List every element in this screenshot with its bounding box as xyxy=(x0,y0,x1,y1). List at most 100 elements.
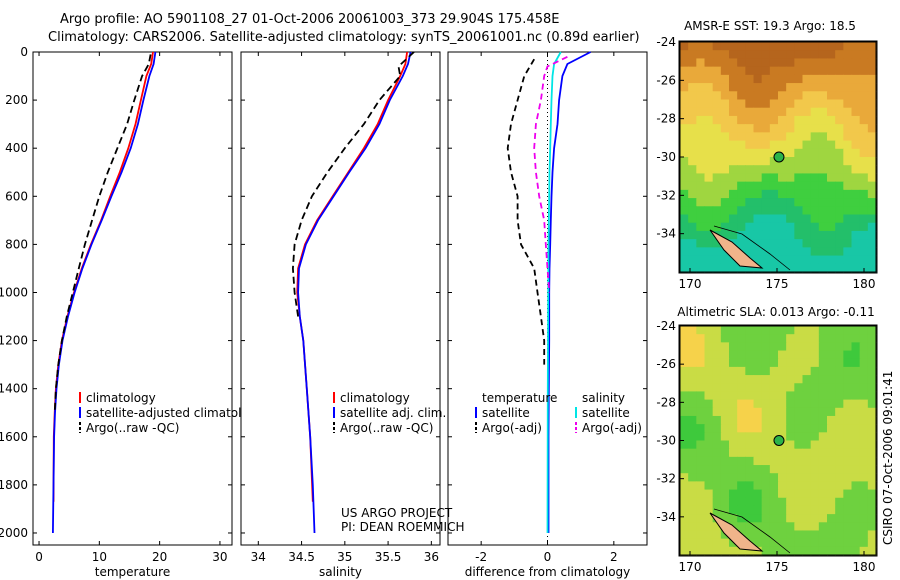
map-cell xyxy=(835,366,844,376)
x-axis-label: temperature xyxy=(95,565,170,579)
map-cell xyxy=(729,50,738,60)
map-cell xyxy=(745,530,755,540)
map-cell xyxy=(827,546,836,556)
map-cell xyxy=(818,148,828,158)
legend-label: satellite xyxy=(482,406,530,420)
map-cell xyxy=(745,50,755,60)
map-cell xyxy=(696,206,706,216)
map-cell xyxy=(802,132,812,142)
map-cell xyxy=(859,505,869,515)
map-cell xyxy=(737,107,746,117)
map-cell xyxy=(696,214,706,224)
map-cell xyxy=(680,148,689,158)
map-cell xyxy=(778,530,787,540)
map-cell xyxy=(680,514,689,523)
map-y-tick-label: -34 xyxy=(656,510,676,524)
map-cell xyxy=(769,83,779,92)
map-cell xyxy=(843,489,853,499)
map-cell xyxy=(843,366,853,376)
map-cell xyxy=(712,473,722,482)
map-cell xyxy=(696,448,706,458)
map-y-tick-label: -28 xyxy=(656,112,676,126)
map-cell xyxy=(720,181,730,191)
map-cell xyxy=(753,407,763,417)
map-cell xyxy=(769,432,779,442)
map-cell xyxy=(704,383,714,393)
map-cell xyxy=(720,407,730,417)
map-cell xyxy=(712,383,722,393)
x-tick-label: 10 xyxy=(92,550,107,564)
map-cell xyxy=(810,58,820,68)
map-cell xyxy=(851,505,861,515)
map-cell xyxy=(704,222,714,232)
map-cell xyxy=(794,115,804,125)
map-cell xyxy=(720,107,730,117)
map-cell xyxy=(794,505,804,515)
map-cell xyxy=(761,222,771,232)
map-cell xyxy=(818,407,828,417)
map-cell xyxy=(761,342,771,352)
x-tick-label: 20 xyxy=(152,550,167,564)
map-cell xyxy=(786,505,795,515)
map-cell xyxy=(867,157,877,166)
map-cell xyxy=(720,497,730,507)
map-cell xyxy=(696,358,706,368)
map-cell xyxy=(827,239,836,248)
map-cell xyxy=(680,173,689,183)
map-cell xyxy=(859,157,869,166)
map-cell xyxy=(810,206,820,216)
map-cell xyxy=(818,189,828,199)
map-cell xyxy=(712,440,722,450)
map-cell xyxy=(704,489,714,499)
map-cell xyxy=(851,255,861,265)
map-cell xyxy=(827,99,836,109)
map-cell xyxy=(688,99,697,109)
map-cell xyxy=(696,189,706,199)
map-cell xyxy=(851,222,861,232)
x-tick-label: 0 xyxy=(35,550,43,564)
map-cell xyxy=(745,415,755,425)
map-cell xyxy=(851,247,861,257)
map-cell xyxy=(729,165,738,175)
map-cell xyxy=(737,383,746,393)
map-cell xyxy=(769,383,779,393)
map-cell xyxy=(802,214,812,224)
map-cell xyxy=(737,124,746,133)
map-cell xyxy=(802,358,812,368)
map-cell xyxy=(737,456,746,466)
map-cell xyxy=(827,173,836,183)
map-cell xyxy=(794,214,804,224)
map-cell xyxy=(778,222,787,232)
map-cell xyxy=(867,263,877,273)
map-cell xyxy=(794,107,804,117)
map-cell xyxy=(810,383,820,393)
map-cell xyxy=(802,198,812,207)
argo-position-marker xyxy=(773,435,785,446)
map-cell xyxy=(729,91,738,101)
map-cell xyxy=(761,206,771,216)
map-cell xyxy=(778,206,787,216)
land-mass xyxy=(709,512,764,552)
map-cell xyxy=(737,230,746,240)
map-cell xyxy=(835,214,844,224)
map-cell xyxy=(835,522,844,532)
map-cell xyxy=(859,514,869,523)
map-cell xyxy=(835,326,844,335)
map-cell xyxy=(745,263,755,273)
map-cell xyxy=(794,66,804,76)
map-cell xyxy=(753,165,763,175)
map-cell xyxy=(786,383,795,393)
map-cell xyxy=(851,538,861,548)
map-cell xyxy=(769,198,779,207)
map-cell xyxy=(712,132,722,142)
map-cell xyxy=(810,440,820,450)
map-cell xyxy=(737,99,746,109)
map-cell xyxy=(786,124,795,133)
map-cell xyxy=(851,206,861,216)
map-cell xyxy=(818,546,828,556)
map-cell xyxy=(761,263,771,273)
map-y-tick-label: -34 xyxy=(656,227,676,241)
map-cell xyxy=(729,181,738,191)
map-cell xyxy=(704,66,714,76)
map-cell xyxy=(696,263,706,273)
